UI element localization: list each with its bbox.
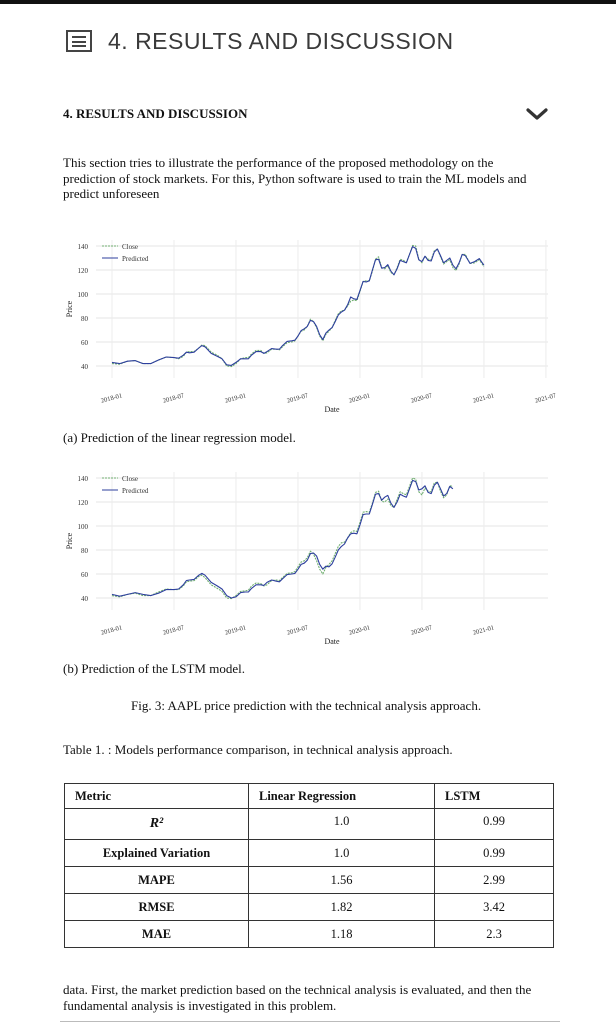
y-tick-label: 80 [81,547,89,555]
page-header: 4. RESULTS AND DISCUSSION [66,26,454,56]
table-row: MAPE 1.56 2.99 [64,866,554,894]
x-tick-label: 2018-07 [162,392,185,405]
y-tick-label: 120 [78,499,89,507]
y-tick-label: 100 [78,291,89,299]
legend-label: Predicted [122,255,149,263]
table-header-row: Metric Linear Regression LSTM [64,783,554,809]
series-line-close [111,244,485,368]
chart-lstm: 40 60 80 100 120 140 2018-01 2018-07 2019-01 2019… [65,472,548,646]
legend-label: Predicted [122,487,149,495]
table-row: RMSE 1.82 3.42 [64,893,554,921]
chart-linear-regression: 40 60 80 100 120 140 2018-01 2018-07 2019-01 2019… [65,240,558,414]
table-row: R² 1.0 0.99 [64,808,554,840]
x-tick-label: 2021-01 [472,392,495,404]
x-tick-label: 2020-07 [410,624,433,637]
x-tick-label: 2021-01 [472,624,495,636]
x-tick-label: 2018-01 [100,392,123,404]
y-tick-label: 100 [78,523,89,531]
top-bar [0,0,616,4]
lstm-cell: 2.3 [434,920,554,948]
lstm-cell: 0.99 [434,839,554,867]
lstm-cell: 0.99 [434,808,554,840]
y-tick-label: 120 [78,267,89,275]
lr-cell: 1.18 [248,920,435,948]
x-axis-label: Date [324,405,340,414]
caption-b: (b) Prediction of the LSTM model. [63,661,245,676]
series-line-predicted [111,479,454,599]
series-line-close [111,477,454,600]
bottom-rule [60,1021,560,1022]
y-tick-label: 140 [78,475,89,483]
document-list-icon[interactable] [66,30,92,52]
y-tick-label: 140 [78,243,89,251]
page-title: 4. RESULTS AND DISCUSSION [108,27,454,54]
metric-cell: R² [64,808,249,840]
table-row: MAE 1.18 2.3 [64,920,554,948]
lstm-cell: 3.42 [434,893,554,921]
metric-cell: MAPE [64,866,249,894]
x-tick-label: 2020-01 [348,624,371,636]
legend-label: Close [122,243,138,251]
section-header[interactable]: 4. RESULTS AND DISCUSSION [63,104,549,124]
y-tick-label: 80 [81,315,89,323]
chevron-down-icon[interactable] [525,105,549,123]
x-tick-label: 2021-07 [534,392,557,405]
lr-cell: 1.82 [248,893,435,921]
x-tick-label: 2020-07 [410,392,433,405]
y-tick-label: 40 [81,363,89,371]
intro-paragraph: This section tries to illustrate the per… [63,155,527,201]
metric-cell: RMSE [64,893,249,921]
table-caption: Table 1. : Models performance comparison… [63,742,453,757]
x-tick-label: 2019-07 [286,392,309,405]
lr-cell: 1.0 [248,839,435,867]
y-tick-label: 40 [81,595,89,603]
y-tick-label: 60 [81,339,89,347]
header-linear-regression: Linear Regression [248,783,435,809]
y-tick-label: 60 [81,571,89,579]
performance-table: Metric Linear Regression LSTM R² 1.0 0.9… [64,783,554,948]
legend-label: Close [122,475,138,483]
closing-paragraph: data. First, the market prediction based… [63,982,532,1013]
series-line-predicted [111,246,485,366]
x-axis-label: Date [324,637,340,646]
caption-a: (a) Prediction of the linear regression … [63,430,296,445]
lr-cell: 1.56 [248,866,435,894]
header-metric: Metric [64,783,249,809]
x-tick-label: 2018-01 [100,624,123,636]
lr-cell: 1.0 [248,808,435,840]
x-tick-label: 2018-07 [162,624,185,637]
header-lstm: LSTM [434,783,554,809]
x-tick-label: 2019-01 [224,392,247,404]
metric-cell: Explained Variation [64,839,249,867]
x-tick-label: 2020-01 [348,392,371,404]
y-axis-label: Price [65,300,74,317]
figure-caption: Fig. 3: AAPL price prediction with the t… [131,698,482,713]
x-tick-label: 2019-07 [286,624,309,637]
table-row: Explained Variation 1.0 0.99 [64,839,554,867]
x-tick-label: 2019-01 [224,624,247,636]
lstm-cell: 2.99 [434,866,554,894]
y-axis-label: Price [65,532,74,549]
metric-cell: MAE [64,920,249,948]
section-title: 4. RESULTS AND DISCUSSION [63,106,248,121]
